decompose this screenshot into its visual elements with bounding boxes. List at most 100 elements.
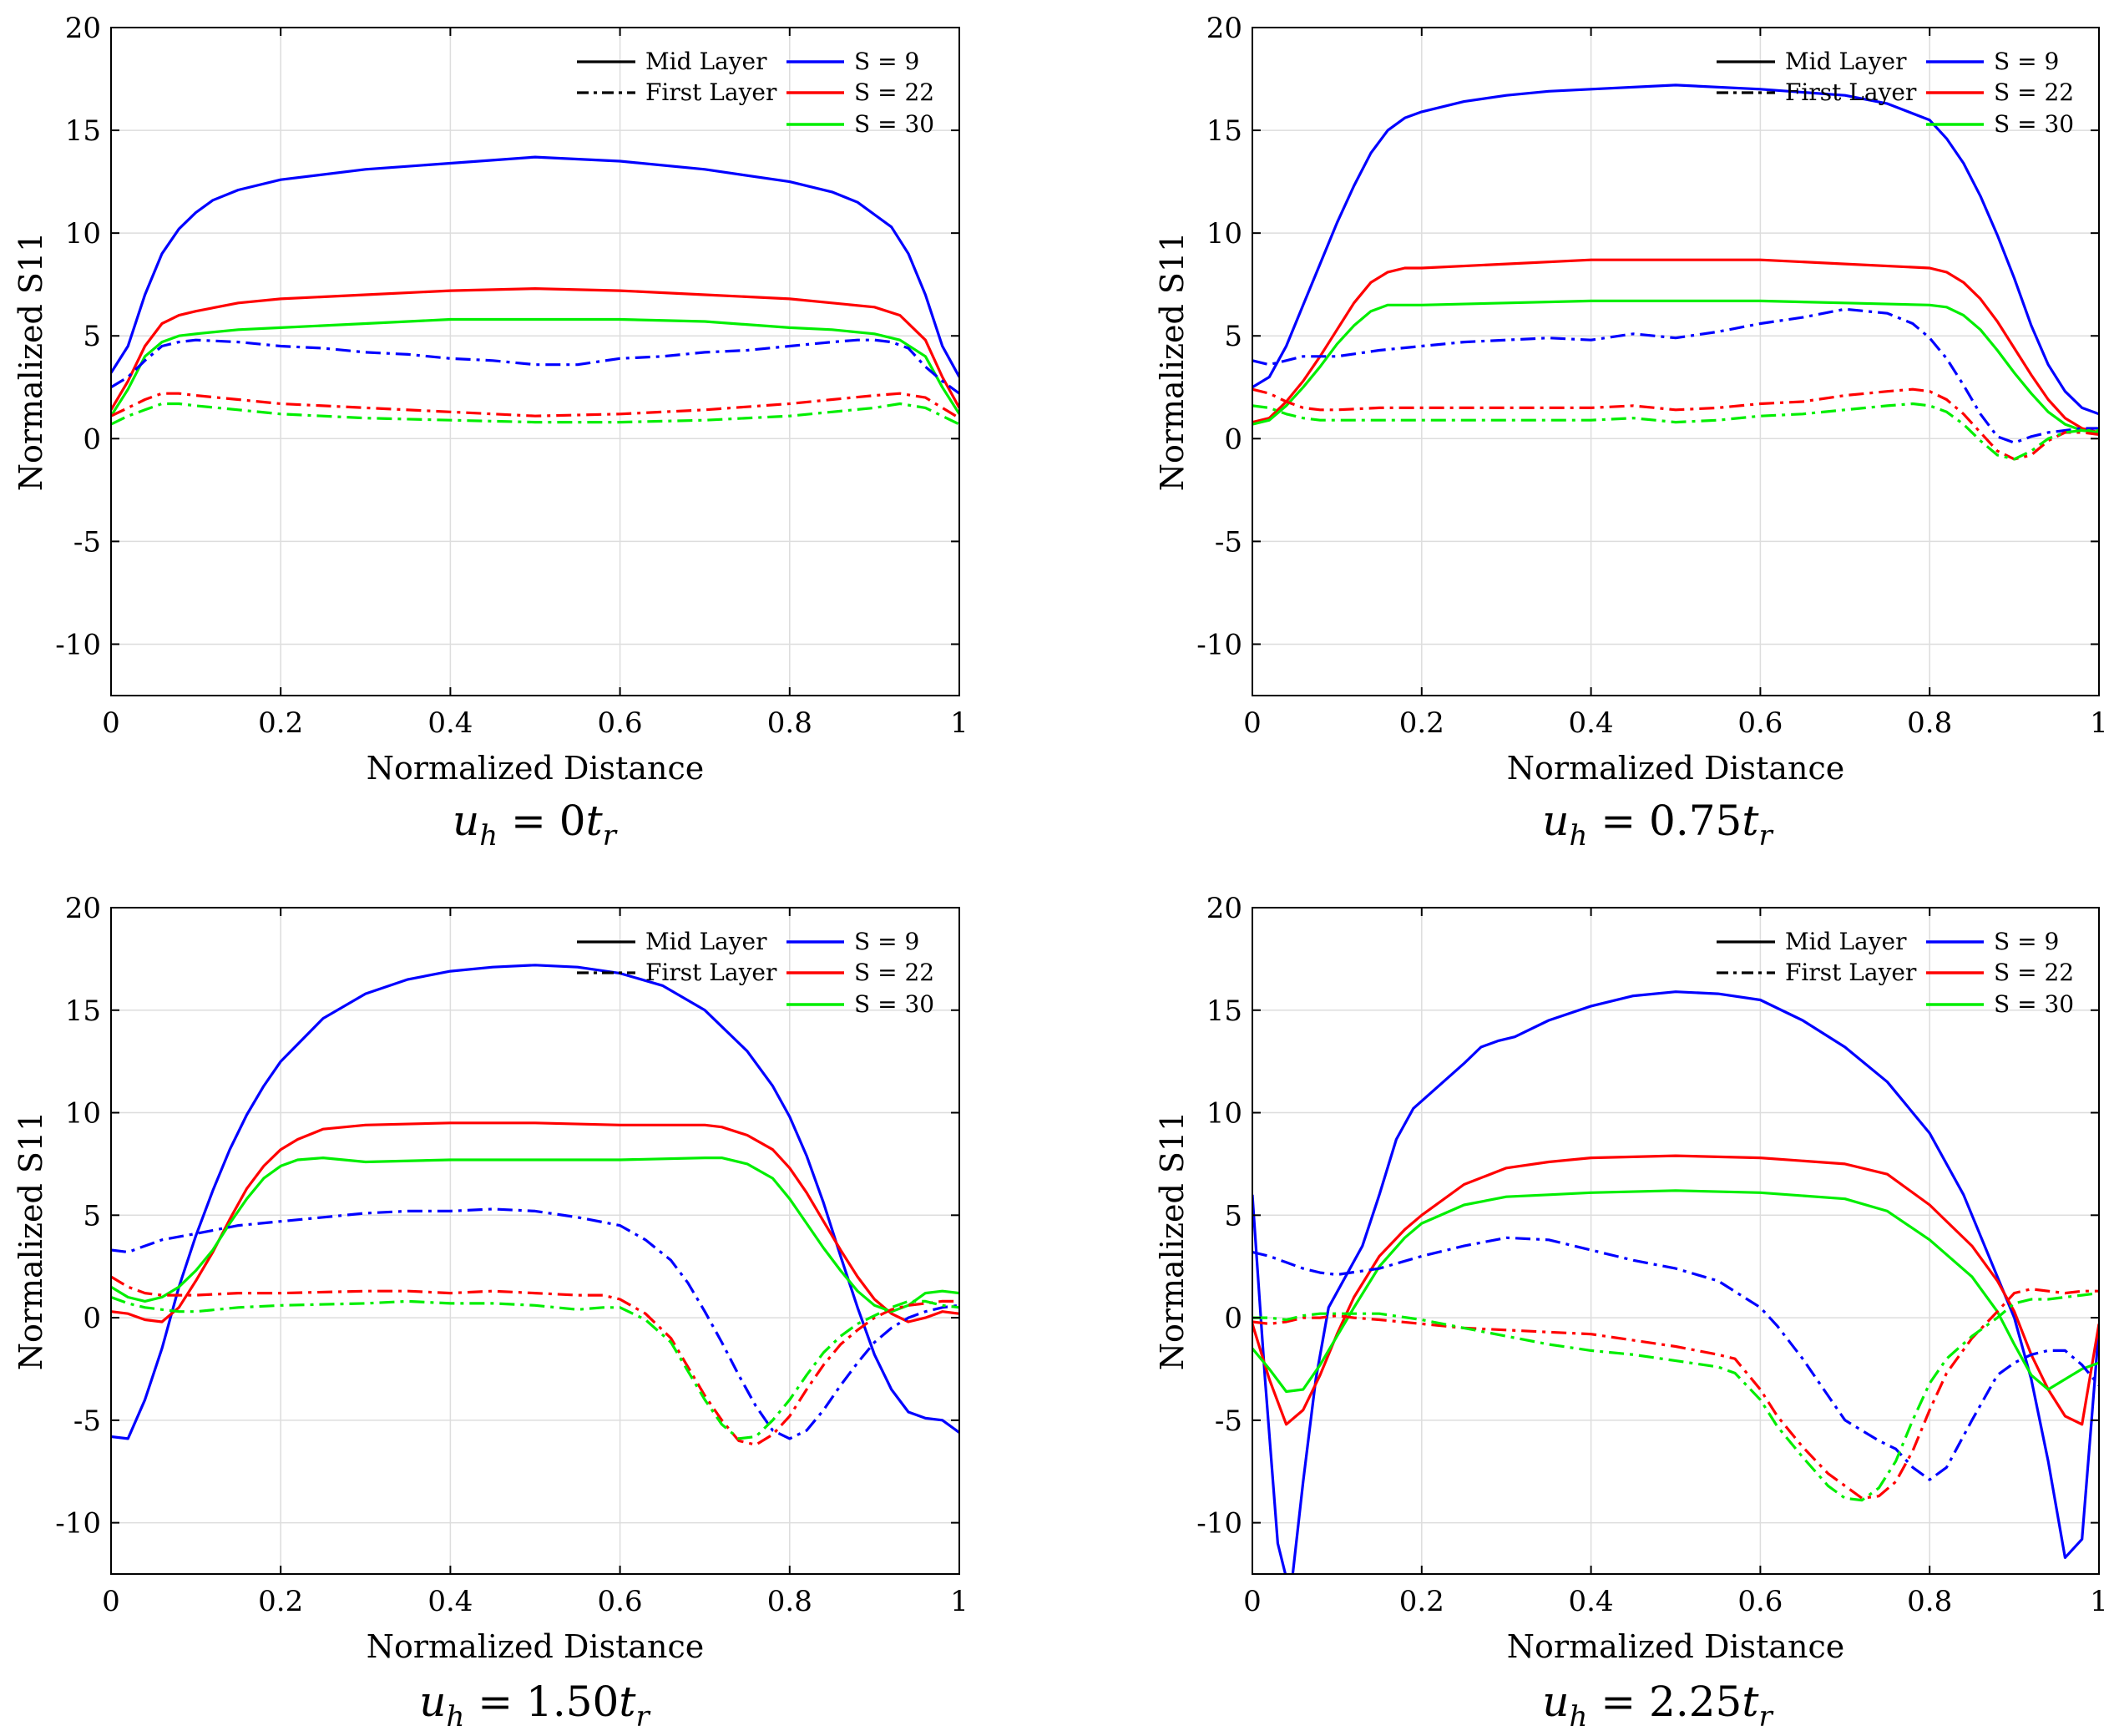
caption-subscript: h	[446, 1700, 464, 1733]
x-tick-label: 0	[102, 706, 120, 740]
legend-label-series-1: S = 9	[1994, 48, 2059, 75]
y-tick-label: 10	[65, 217, 101, 251]
legend-label-first-layer: First Layer	[1785, 78, 1917, 106]
x-tick-label: 0.6	[598, 1585, 643, 1618]
legend-label-mid-layer: Mid Layer	[1785, 48, 1907, 75]
chart-panel-4: 0 0.2 0.4 0.6 0.8 1 20 15 10 5 0 -5 -10 Normalized Di…	[1154, 892, 2108, 1733]
x-tick-label: 0.2	[258, 1585, 303, 1618]
plot-area	[1252, 990, 2099, 1574]
x-tick-label: 1	[950, 706, 968, 740]
x-axis-label: Normalized Distance	[367, 1628, 705, 1665]
series-line-s9-mid-layer	[111, 155, 959, 378]
legend-label-series-1: S = 9	[854, 48, 919, 75]
legend-label-first-layer: First Layer	[645, 959, 777, 986]
x-tick-label: 0.4	[427, 1585, 473, 1618]
caption-subscript: r	[1758, 819, 1773, 853]
y-axis-label: Normalized S11	[13, 232, 49, 492]
x-tick-label: 0.2	[1399, 1585, 1444, 1618]
caption-relation: = 0	[498, 797, 586, 845]
series-line-s22-first-layer	[1252, 387, 2099, 461]
legend: Mid Layer First Layer S = 9 S = 22 S = 30	[577, 928, 934, 1018]
caption-subscript: r	[1758, 1700, 1773, 1733]
y-tick-label: 5	[83, 320, 101, 353]
x-tick-label: 0.6	[1737, 706, 1783, 740]
y-tick-label: 10	[1206, 217, 1242, 251]
caption-relation: = 1.50	[464, 1678, 619, 1726]
legend-label-series-3: S = 30	[1994, 110, 2074, 138]
y-axis-label: Normalized S11	[1154, 232, 1191, 492]
caption-subscript: h	[1569, 819, 1587, 853]
caption-variable: u	[419, 1678, 446, 1726]
y-tick-label: 0	[83, 1302, 101, 1335]
series-line-s22-first-layer	[111, 392, 959, 420]
x-tick-label: 0.8	[767, 1585, 812, 1618]
caption-variable: t	[619, 1678, 636, 1726]
y-axis-label: Normalized S11	[13, 1111, 49, 1371]
x-tick-label: 0.4	[1569, 706, 1614, 740]
caption-variable: t	[1742, 797, 1759, 845]
y-tick-label: 0	[1224, 423, 1242, 456]
panel-caption: uh = 0.75tr	[1542, 797, 1773, 853]
x-tick-label: 1	[2090, 1585, 2108, 1618]
y-tick-label: 10	[1206, 1097, 1242, 1131]
series-line-s9-first-layer	[1252, 307, 2099, 444]
legend-label-series-2: S = 22	[854, 78, 934, 106]
legend-label-first-layer: First Layer	[1785, 959, 1917, 986]
x-axis-label: Normalized Distance	[1507, 750, 1845, 787]
y-tick-label: -5	[1215, 525, 1242, 559]
chart-panel-3: 0 0.2 0.4 0.6 0.8 1 20 15 10 5 0 -5 -10 Normalized Di…	[13, 892, 968, 1733]
legend-label-series-2: S = 22	[1994, 78, 2074, 106]
y-tick-label: 15	[65, 114, 101, 148]
x-tick-label: 1	[950, 1585, 968, 1618]
legend: Mid Layer First Layer S = 9 S = 22 S = 30	[1717, 48, 2074, 138]
series-line-s30-first-layer	[111, 1295, 959, 1440]
y-tick-label: -5	[1215, 1404, 1242, 1438]
plot-area	[111, 964, 959, 1446]
caption-subscript: r	[603, 819, 618, 853]
caption-variable: u	[453, 797, 479, 845]
legend-label-mid-layer: Mid Layer	[645, 928, 767, 955]
axes-frame	[1252, 907, 2100, 1575]
y-tick-label: 15	[1206, 114, 1242, 148]
series-line-s30-mid-layer	[111, 317, 959, 418]
legend-label-series-2: S = 22	[854, 959, 934, 986]
series-line-s9-first-layer	[1252, 1236, 2099, 1481]
y-tick-label: 20	[65, 12, 101, 45]
y-tick-label: 5	[1224, 320, 1242, 353]
x-tick-label: 0.8	[1907, 1585, 1952, 1618]
y-tick-label: -5	[73, 525, 101, 559]
caption-subscript: h	[1569, 1700, 1587, 1733]
plot-area	[111, 155, 959, 426]
legend: Mid Layer First Layer S = 9 S = 22 S = 30	[1717, 928, 2074, 1018]
legend-label-series-1: S = 9	[1994, 928, 2059, 955]
series-line-s9-mid-layer	[1252, 990, 2099, 1574]
panel-caption: uh = 2.25tr	[1542, 1678, 1773, 1733]
y-tick-label: -5	[73, 1404, 101, 1438]
y-tick-label: -10	[55, 1507, 101, 1541]
axes-frame	[110, 907, 960, 1575]
caption-variable: u	[1542, 1678, 1569, 1726]
x-tick-label: 0.2	[1399, 706, 1444, 740]
x-tick-label: 0	[1243, 706, 1262, 740]
series-line-s22-mid-layer	[1252, 1154, 2099, 1426]
legend-label-mid-layer: Mid Layer	[1785, 928, 1907, 955]
legend-label-first-layer: First Layer	[645, 78, 777, 106]
y-tick-label: -10	[55, 628, 101, 661]
plot-area	[1252, 84, 2099, 461]
series-line-s30-mid-layer	[111, 1156, 959, 1313]
series-line-s9-mid-layer	[111, 964, 959, 1440]
series-line-s30-first-layer	[1252, 1292, 2099, 1502]
caption-subscript: r	[635, 1700, 650, 1733]
legend-label-mid-layer: Mid Layer	[645, 48, 767, 75]
caption-relation: = 0.75	[1587, 797, 1742, 845]
caption-subscript: h	[479, 819, 498, 853]
axes-frame	[110, 27, 960, 696]
x-tick-label: 0.6	[598, 706, 643, 740]
x-tick-label: 0	[1243, 1585, 1262, 1618]
legend-label-series-2: S = 22	[1994, 959, 2074, 986]
series-line-s22-mid-layer	[1252, 258, 2099, 434]
x-tick-label: 0	[102, 1585, 120, 1618]
series-line-s22-mid-layer	[111, 1121, 959, 1324]
series-line-s9-first-layer	[111, 338, 959, 395]
